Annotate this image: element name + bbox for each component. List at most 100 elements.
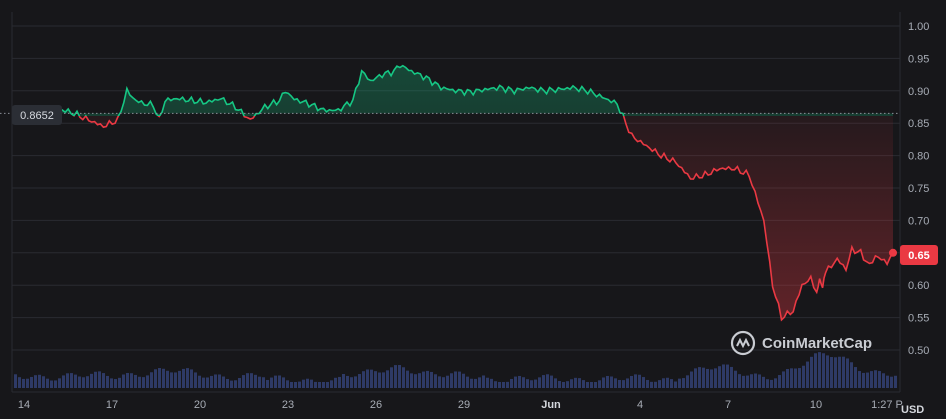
volume-bar [314,381,317,388]
volume-bar [450,373,453,388]
volume-bar [682,378,685,388]
volume-bar [126,372,129,388]
volume-bar [466,376,469,388]
volume-bar [114,379,117,388]
volume-bar [630,375,633,388]
volume-bar [778,375,781,388]
volume-bar [210,375,213,388]
volume-bar [206,377,209,388]
volume-bar [854,367,857,388]
volume-bar [246,373,249,388]
y-tick-label: 0.55 [908,313,929,325]
volume-bar [878,371,881,388]
coinmarketcap-logo-icon [730,330,756,356]
volume-bar [722,364,725,388]
volume-bar [270,377,273,388]
volume-bar [654,381,657,388]
volume-bar [594,382,597,388]
volume-bar [82,377,85,388]
volume-bar [186,368,189,388]
volume-bar [690,371,693,388]
volume-bar [718,366,721,388]
y-tick-label: 0.85 [908,118,929,130]
x-tick-label: 29 [458,399,470,411]
y-axis: 1.00 0.95 0.90 0.85 0.80 0.75 0.70 0.65 0.60 0.55… [908,21,929,357]
volume-bar [882,373,885,388]
volume-bar [794,368,797,388]
volume-bar [526,379,529,388]
volume-bar [130,373,133,388]
volume-bar [158,367,161,388]
volume-bar [274,375,277,388]
volume-bar [282,377,285,388]
volume-bar [362,371,365,388]
y-tick-label: 0.60 [908,280,929,292]
volume-bar [398,365,401,388]
volume-bar [622,380,625,388]
volume-bar [502,382,505,388]
volume-bar [334,377,337,388]
volume-bar [242,375,245,388]
volume-bar [638,374,641,388]
volume-bar [846,358,849,388]
volume-bar [390,367,393,388]
volume-bar [598,380,601,388]
volume-bar [866,372,869,388]
volume-bar [238,378,241,388]
volume-bar [546,374,549,388]
volume-bar [414,374,417,388]
volume-bar [838,356,841,388]
volume-bar [766,379,769,388]
y-tick-label: 0.75 [908,183,929,195]
volume-bar [474,378,477,388]
volume-bar [138,376,141,388]
volume-bar [178,370,181,388]
volume-bar [350,377,353,388]
volume-bar [310,379,313,388]
volume-bar [746,375,749,388]
volume-bar [602,377,605,388]
x-tick-label: 10 [810,399,822,411]
watermark-text: CoinMarketCap [762,335,872,352]
volume-bar [870,371,873,388]
volume-bar [70,373,73,388]
current-price-badge: 0.65 [900,245,938,265]
volume-bar [42,376,45,388]
volume-bar [874,370,877,388]
volume-bar [14,374,17,388]
reference-badge: 0.8652 [12,105,62,125]
volume-bar [802,365,805,388]
x-axis: 14 17 20 23 26 29 Jun 4 7 10 1:27 P [18,399,903,411]
x-tick-label: 26 [370,399,382,411]
volume-bar [358,374,361,388]
volume-bar [554,378,557,388]
volume-bar [382,372,385,388]
volume-bar [810,356,813,388]
volume-bar [738,374,741,388]
volume-bar [366,369,369,388]
volume-bar [530,380,533,388]
volume-bars [14,352,897,388]
volume-bar [726,364,729,388]
volume-bar [822,353,825,388]
volume-bar [482,375,485,388]
volume-bar [858,371,861,388]
volume-bar [642,377,645,388]
volume-bar [890,376,893,388]
volume-bar [154,369,157,388]
volume-bar [290,382,293,388]
volume-bar [574,377,577,388]
x-tick-label: 4 [637,399,643,411]
volume-bar [30,376,33,388]
volume-bar [498,382,501,388]
volume-bar [770,379,773,388]
volume-bar [306,378,309,388]
volume-bar [134,374,137,388]
volume-bar [818,352,821,388]
volume-bar [214,374,217,388]
volume-bar [470,378,473,388]
volume-bar [566,381,569,388]
x-tick-label: 20 [194,399,206,411]
volume-bar [354,376,357,388]
volume-bar [506,381,509,388]
